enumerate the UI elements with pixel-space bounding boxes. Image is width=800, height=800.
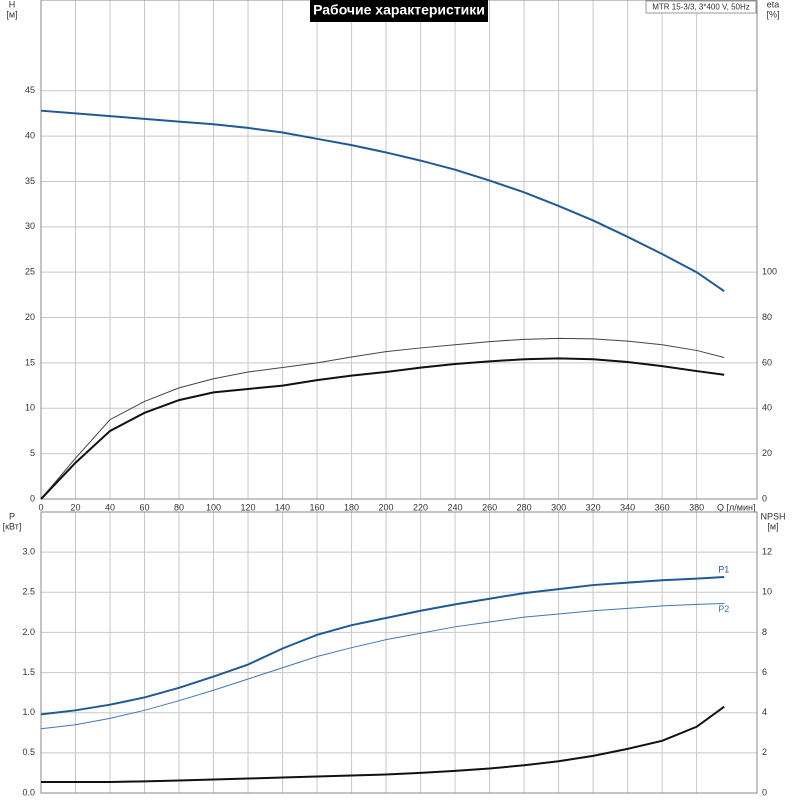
x-tick-label: 220 [413, 502, 428, 512]
series-label: P1 [718, 564, 729, 574]
y2-tick-label: 40 [762, 403, 772, 413]
y2-axis-label: eta [767, 0, 780, 9]
x-tick-label: 80 [174, 502, 184, 512]
y-axis-label: H [9, 0, 16, 9]
y-tick-label: 0.5 [22, 747, 35, 757]
series-line [40, 603, 725, 730]
x-tick-label: 60 [140, 502, 150, 512]
series-line [41, 705, 725, 783]
x-tick-label: 380 [689, 502, 704, 512]
x-tick-label: 200 [379, 502, 394, 512]
y2-tick-label: 6 [762, 667, 767, 677]
series-line [40, 357, 725, 500]
y-axis-label: P [9, 511, 15, 521]
y-tick-label: 2.5 [22, 587, 35, 597]
chart-title: Рабочие характеристики [313, 2, 485, 18]
y-tick-label: 35 [25, 176, 35, 186]
y-axis-label: [кВт] [3, 521, 22, 531]
y2-tick-label: 60 [762, 357, 772, 367]
y2-axis-label: NPSH [760, 511, 785, 521]
x-tick-label: 240 [448, 502, 463, 512]
y2-tick-label: 4 [762, 707, 767, 717]
x-tick-label: 180 [344, 502, 359, 512]
y-tick-label: 2.0 [22, 627, 35, 637]
y-tick-label: 45 [25, 85, 35, 95]
series-label: P2 [718, 604, 729, 614]
x-axis-label: Q [л/мин] [717, 502, 755, 512]
x-tick-label: 260 [482, 502, 497, 512]
y-tick-label: 15 [25, 357, 35, 367]
y2-axis-label: [%] [766, 9, 779, 19]
series-line [40, 109, 725, 293]
y-tick-label: 10 [25, 403, 35, 413]
title-box [310, 0, 488, 22]
y-tick-label: 0.0 [22, 787, 35, 797]
x-tick-label: 300 [551, 502, 566, 512]
x-tick-label: 40 [105, 502, 115, 512]
x-tick-label: 140 [275, 502, 290, 512]
y2-tick-label: 80 [762, 312, 772, 322]
y-tick-label: 5 [30, 448, 35, 458]
model-label: MTR 15-3/3, 3*400 V, 50Hz [652, 3, 750, 12]
y2-tick-label: 20 [762, 448, 772, 458]
model-box [645, 0, 757, 14]
y-tick-label: 3.0 [22, 547, 35, 557]
x-tick-label: 100 [206, 502, 221, 512]
y2-tick-label: 12 [762, 547, 772, 557]
y-tick-label: 20 [25, 312, 35, 322]
y-tick-label: 1.5 [22, 667, 35, 677]
y-axis-label: [м] [6, 9, 17, 19]
y2-tick-label: 8 [762, 627, 767, 637]
y2-tick-label: 0 [762, 787, 767, 797]
series-line [40, 576, 725, 716]
y2-tick-label: 100 [762, 267, 777, 277]
y2-tick-label: 2 [762, 747, 767, 757]
y-tick-label: 40 [25, 130, 35, 140]
y-tick-label: 1.0 [22, 707, 35, 717]
x-tick-label: 280 [517, 502, 532, 512]
y-tick-label: 30 [25, 221, 35, 231]
x-tick-label: 160 [310, 502, 325, 512]
x-tick-label: 20 [70, 502, 80, 512]
y-tick-label: 25 [25, 267, 35, 277]
x-tick-label: 0 [38, 502, 43, 512]
y2-tick-label: 10 [762, 587, 772, 597]
series-line [40, 337, 725, 500]
y2-tick-label: 0 [762, 493, 767, 503]
plot-frame [40, 0, 758, 500]
plot-frame [40, 511, 758, 794]
x-tick-label: 120 [241, 502, 256, 512]
y2-axis-label: [м] [767, 521, 778, 531]
x-tick-label: 320 [586, 502, 601, 512]
x-tick-label: 360 [655, 502, 670, 512]
y-tick-label: 0 [30, 493, 35, 503]
x-tick-label: 340 [620, 502, 635, 512]
